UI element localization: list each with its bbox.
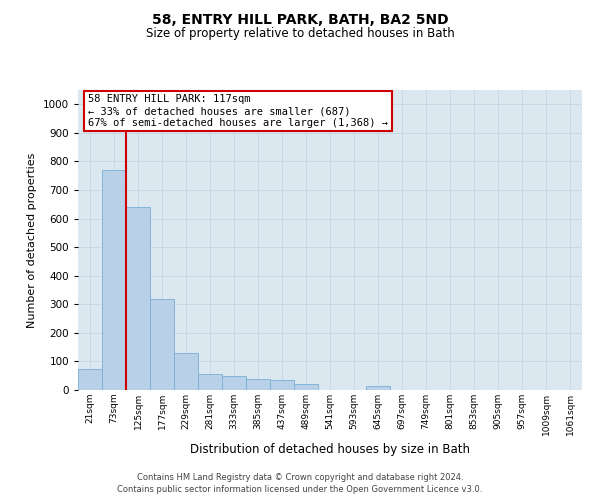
Bar [222, 376, 246, 390]
Text: 58, ENTRY HILL PARK, BATH, BA2 5ND: 58, ENTRY HILL PARK, BATH, BA2 5ND [152, 12, 448, 26]
Text: 58 ENTRY HILL PARK: 117sqm
← 33% of detached houses are smaller (687)
67% of sem: 58 ENTRY HILL PARK: 117sqm ← 33% of deta… [88, 94, 388, 128]
Text: Contains HM Land Registry data © Crown copyright and database right 2024.: Contains HM Land Registry data © Crown c… [137, 472, 463, 482]
Bar [294, 384, 318, 390]
Bar [174, 353, 198, 390]
Bar [198, 374, 222, 390]
Text: Size of property relative to detached houses in Bath: Size of property relative to detached ho… [146, 28, 454, 40]
Bar [150, 298, 174, 390]
Y-axis label: Number of detached properties: Number of detached properties [27, 152, 37, 328]
Bar [102, 170, 126, 390]
Bar [126, 207, 150, 390]
Bar [246, 378, 270, 390]
Bar [366, 386, 390, 390]
Bar [78, 368, 102, 390]
Text: Distribution of detached houses by size in Bath: Distribution of detached houses by size … [190, 442, 470, 456]
Text: Contains public sector information licensed under the Open Government Licence v3: Contains public sector information licen… [118, 485, 482, 494]
Bar [270, 380, 294, 390]
